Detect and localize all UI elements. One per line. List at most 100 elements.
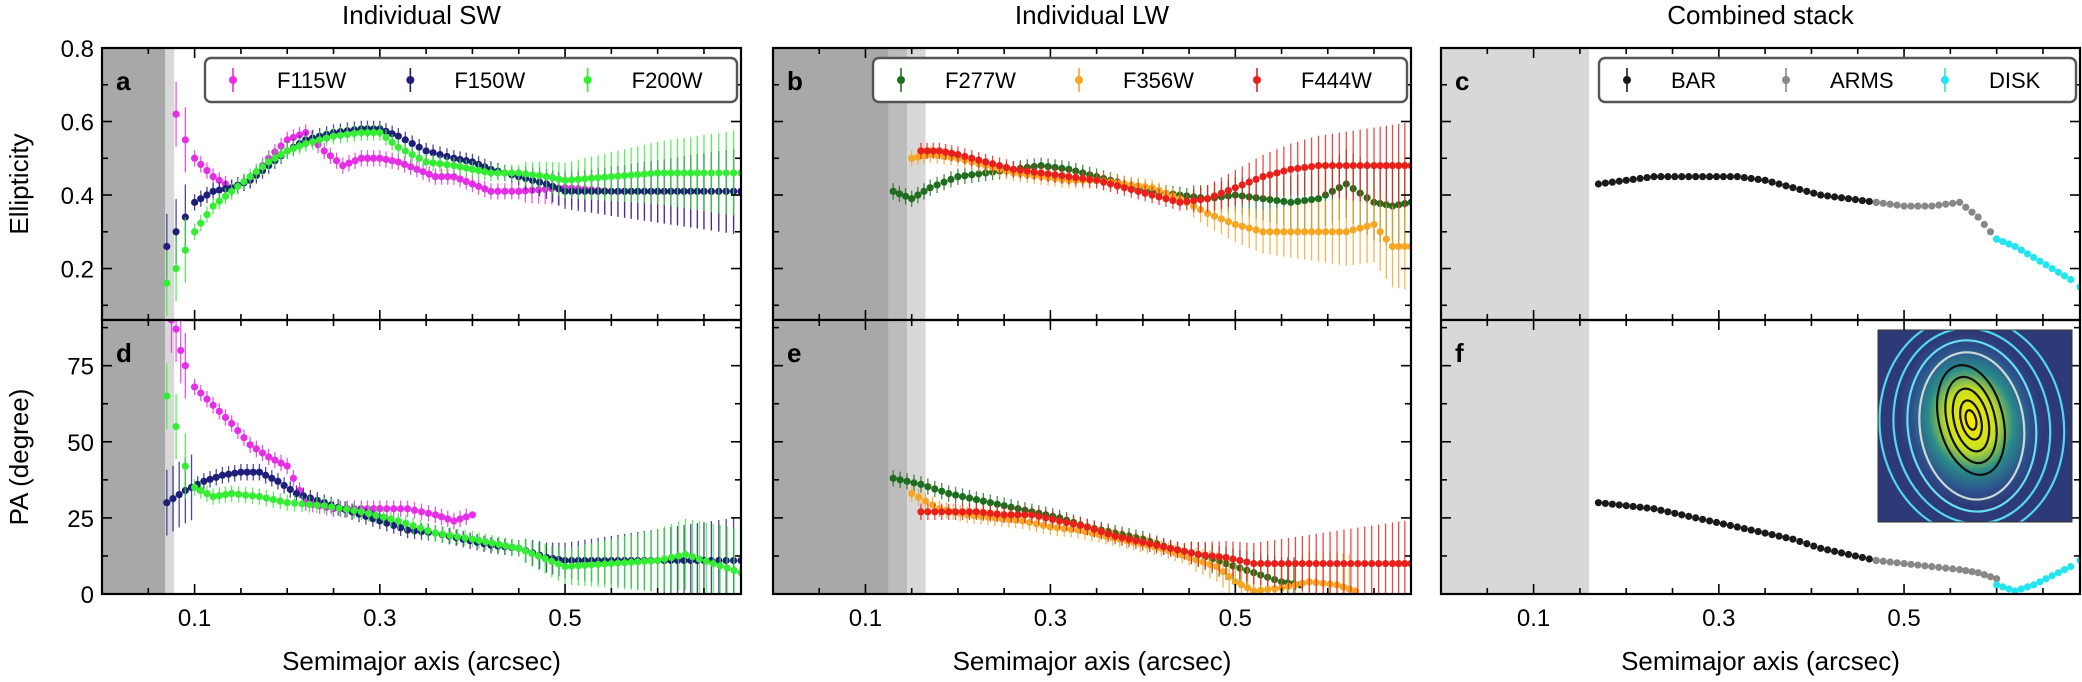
data-point bbox=[933, 181, 941, 189]
data-point bbox=[1733, 173, 1741, 181]
data-point bbox=[437, 513, 446, 521]
data-point bbox=[561, 563, 569, 571]
data-point bbox=[1166, 544, 1175, 552]
data-point bbox=[660, 555, 669, 563]
data-point bbox=[1685, 512, 1693, 520]
data-point bbox=[968, 154, 976, 162]
data-point bbox=[1796, 185, 1804, 194]
data-point bbox=[581, 561, 589, 569]
data-point bbox=[1016, 166, 1024, 174]
data-point bbox=[680, 556, 688, 565]
legend-label: F444W bbox=[1301, 68, 1372, 93]
x-tick-label: 0.5 bbox=[548, 605, 581, 632]
data-point bbox=[295, 131, 304, 139]
data-point bbox=[277, 459, 285, 467]
data-point bbox=[181, 362, 189, 370]
data-point bbox=[221, 413, 230, 422]
data-point bbox=[215, 176, 223, 184]
data-point bbox=[394, 143, 402, 151]
data-point bbox=[316, 136, 324, 144]
data-point bbox=[206, 475, 214, 483]
data-point bbox=[1141, 189, 1149, 197]
data-point bbox=[1376, 162, 1384, 170]
data-point bbox=[431, 529, 439, 537]
data-point bbox=[1009, 165, 1018, 173]
legend-label: F115W bbox=[277, 68, 347, 93]
data-point bbox=[376, 128, 384, 137]
data-point bbox=[1678, 511, 1686, 519]
data-point bbox=[269, 496, 277, 504]
data-point bbox=[1817, 544, 1825, 552]
data-point bbox=[1712, 518, 1721, 527]
x-tick-label: 0.5 bbox=[1219, 605, 1252, 632]
data-point bbox=[1028, 511, 1036, 519]
data-point bbox=[1893, 201, 1901, 209]
data-point bbox=[1608, 178, 1616, 186]
data-point bbox=[1657, 506, 1665, 514]
data-point bbox=[542, 173, 551, 181]
data-point bbox=[209, 202, 217, 210]
data-point bbox=[1314, 195, 1323, 203]
data-point bbox=[419, 168, 427, 176]
data-point bbox=[965, 508, 974, 516]
data-point bbox=[1023, 167, 1031, 175]
data-point bbox=[1935, 201, 1943, 209]
data-point bbox=[468, 511, 477, 519]
data-point bbox=[390, 521, 398, 530]
data-point bbox=[363, 128, 372, 137]
data-point bbox=[439, 530, 447, 538]
data-point bbox=[1287, 165, 1295, 173]
data-point bbox=[1301, 163, 1309, 172]
legend-marker bbox=[897, 76, 905, 84]
data-point bbox=[388, 130, 396, 138]
data-point bbox=[2023, 583, 2032, 591]
data-point bbox=[915, 493, 923, 501]
data-point bbox=[940, 178, 948, 186]
axes-frame bbox=[1439, 318, 2082, 596]
data-point bbox=[215, 186, 223, 194]
data-point bbox=[920, 187, 928, 195]
data-point bbox=[1314, 228, 1323, 236]
data-point bbox=[328, 503, 336, 511]
data-point bbox=[475, 182, 483, 191]
data-point bbox=[954, 150, 962, 159]
data-point bbox=[1740, 173, 1748, 182]
data-point bbox=[1395, 242, 1403, 251]
data-point bbox=[431, 173, 439, 181]
data-point bbox=[1062, 518, 1071, 527]
data-point bbox=[215, 197, 223, 205]
data-point bbox=[417, 508, 426, 516]
data-point bbox=[1000, 511, 1008, 519]
data-point bbox=[2011, 242, 2019, 251]
data-point bbox=[730, 566, 738, 575]
data-point bbox=[931, 508, 939, 516]
data-point bbox=[501, 169, 509, 177]
data-point bbox=[1007, 511, 1015, 519]
data-point bbox=[1201, 551, 1209, 559]
data-point bbox=[954, 173, 962, 181]
data-point bbox=[594, 174, 602, 182]
data-point bbox=[1381, 559, 1390, 568]
data-point bbox=[387, 515, 395, 523]
data-point bbox=[262, 494, 270, 502]
data-point bbox=[265, 158, 273, 166]
data-point bbox=[1335, 162, 1343, 170]
data-point bbox=[1356, 162, 1364, 170]
data-point bbox=[177, 346, 185, 355]
data-point bbox=[1775, 532, 1783, 540]
data-point bbox=[1076, 521, 1085, 530]
data-point bbox=[1636, 503, 1644, 511]
legend-entry: F200W bbox=[583, 68, 703, 93]
data-point bbox=[424, 527, 432, 535]
data-point bbox=[444, 515, 452, 523]
data-point bbox=[1021, 511, 1029, 519]
data-point bbox=[568, 562, 576, 570]
galaxy-light bbox=[1900, 334, 2042, 506]
data-point bbox=[1328, 162, 1337, 170]
data-point bbox=[979, 508, 987, 517]
data-point bbox=[1375, 559, 1383, 568]
data-point bbox=[203, 489, 211, 498]
data-point bbox=[209, 187, 217, 195]
data-point bbox=[1106, 180, 1115, 188]
data-point bbox=[968, 171, 976, 179]
